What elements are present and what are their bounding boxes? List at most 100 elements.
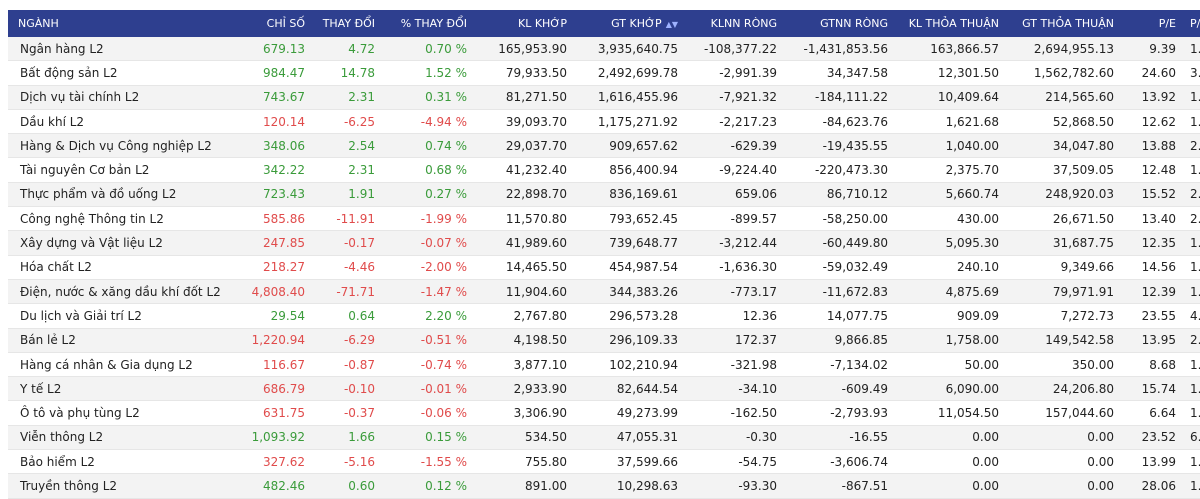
sector-name[interactable]: Hàng cá nhân & Gia dụng L2	[8, 352, 234, 378]
header-klnn-rong[interactable]: KLNN RÒNG	[685, 10, 784, 37]
pb-cell: 2.99	[1183, 328, 1200, 353]
header-pb[interactable]: P/B	[1183, 10, 1200, 37]
gt-thoa-thuan-cell: 52,868.50	[1006, 109, 1121, 135]
gtnn-rong-cell: -184,111.22	[784, 85, 895, 110]
chi-so-cell: 327.62	[234, 449, 312, 475]
table-row[interactable]: Du lịch và Giải trí L2 29.54 0.64 2.20 % 2,7…	[8, 303, 1200, 329]
table-row[interactable]: Bán lẻ L2 1,220.94 -6.29 -0.51 % 4,198.50 296…	[8, 328, 1200, 353]
pb-cell: 2.64	[1183, 206, 1200, 232]
sort-icon[interactable]: ▲▼	[665, 20, 678, 29]
table-row[interactable]: Truyền thông L2 482.46 0.60 0.12 % 891.00 10,…	[8, 473, 1200, 499]
sector-name[interactable]: Bất động sản L2	[8, 60, 234, 86]
kl-khop-cell: 29,037.70	[474, 133, 574, 159]
header-kl-khop[interactable]: KL KHỚP	[474, 10, 574, 37]
sector-name[interactable]: Ô tô và phụ tùng L2	[8, 400, 234, 426]
sector-name[interactable]: Dầu khí L2	[8, 109, 234, 135]
thay-doi-cell: -6.25	[312, 109, 382, 135]
kl-thoa-thuan-cell: 0.00	[895, 473, 1006, 499]
table-row[interactable]: Hàng & Dịch vụ Công nghiệp L2 348.06 2.54 0…	[8, 133, 1200, 159]
sector-name[interactable]: Công nghệ Thông tin L2	[8, 206, 234, 232]
table-row[interactable]: Viễn thông L2 1,093.92 1.66 0.15 % 534.50 47,…	[8, 425, 1200, 451]
sector-name[interactable]: Y tế L2	[8, 376, 234, 402]
gt-thoa-thuan-cell: 350.00	[1006, 352, 1121, 378]
gtnn-rong-cell: -2,793.93	[784, 400, 895, 426]
header-gt-thoa-thuan[interactable]: GT THỎA THUẬN	[1006, 10, 1121, 37]
sector-name[interactable]: Dịch vụ tài chính L2	[8, 85, 234, 110]
kl-khop-cell: 165,953.90	[474, 37, 574, 62]
pb-cell: 1.20	[1183, 400, 1200, 426]
header-pct-thay-doi[interactable]: % THAY ĐỔI	[382, 10, 474, 37]
table-row[interactable]: Dịch vụ tài chính L2 743.67 2.31 0.31 % 81,2…	[8, 85, 1200, 110]
header-gtnn-rong[interactable]: GTNN RÒNG	[784, 10, 895, 37]
gt-thoa-thuan-cell: 9,349.66	[1006, 255, 1121, 280]
pe-cell: 23.55	[1121, 303, 1183, 329]
pb-cell: 1.73	[1183, 255, 1200, 280]
kl-thoa-thuan-cell: 0.00	[895, 425, 1006, 451]
gt-thoa-thuan-cell: 0.00	[1006, 473, 1121, 499]
sector-name[interactable]: Viễn thông L2	[8, 425, 234, 451]
thay-doi-cell: -0.17	[312, 230, 382, 256]
pct-thay-doi-cell: 0.31 %	[382, 85, 474, 110]
klnn-rong-cell: -162.50	[685, 400, 784, 426]
table-row[interactable]: Y tế L2 686.79 -0.10 -0.01 % 2,933.90 82,644.…	[8, 376, 1200, 402]
gtnn-rong-cell: 9,866.85	[784, 328, 895, 353]
table-row[interactable]: Ô tô và phụ tùng L2 631.75 -0.37 -0.06 % 3,3…	[8, 400, 1200, 426]
chi-so-cell: 116.67	[234, 352, 312, 378]
gt-thoa-thuan-cell: 26,671.50	[1006, 206, 1121, 232]
klnn-rong-cell: 172.37	[685, 328, 784, 353]
sector-name[interactable]: Xây dựng và Vật liệu L2	[8, 230, 234, 256]
chi-so-cell: 342.22	[234, 157, 312, 183]
gtnn-rong-cell: -19,435.55	[784, 133, 895, 159]
table-row[interactable]: Ngân hàng L2 679.13 4.72 0.70 % 165,953.90 3,…	[8, 37, 1200, 62]
pct-thay-doi-cell: -0.01 %	[382, 376, 474, 402]
pct-thay-doi-cell: -4.94 %	[382, 109, 474, 135]
sector-name[interactable]: Du lịch và Giải trí L2	[8, 303, 234, 329]
sector-name[interactable]: Bán lẻ L2	[8, 328, 234, 353]
kl-khop-cell: 4,198.50	[474, 328, 574, 353]
kl-khop-cell: 3,306.90	[474, 400, 574, 426]
pe-cell: 6.64	[1121, 400, 1183, 426]
sector-name[interactable]: Điện, nước & xăng dầu khí đốt L2	[8, 279, 234, 305]
table-row[interactable]: Công nghệ Thông tin L2 585.86 -11.91 -1.99 …	[8, 206, 1200, 232]
pe-cell: 23.52	[1121, 425, 1183, 451]
table-row[interactable]: Hàng cá nhân & Gia dụng L2 116.67 -0.87 -0.…	[8, 352, 1200, 378]
klnn-rong-cell: -54.75	[685, 449, 784, 475]
pe-cell: 13.99	[1121, 449, 1183, 475]
pe-cell: 9.39	[1121, 37, 1183, 62]
klnn-rong-cell: -93.30	[685, 473, 784, 499]
table-row[interactable]: Tài nguyên Cơ bản L2 342.22 2.31 0.68 % 41,2…	[8, 157, 1200, 183]
header-kl-thoa-thuan[interactable]: KL THỎA THUẬN	[895, 10, 1006, 37]
table-row[interactable]: Xây dựng và Vật liệu L2 247.85 -0.17 -0.07 …	[8, 230, 1200, 256]
sector-name[interactable]: Truyền thông L2	[8, 473, 234, 499]
table-row[interactable]: Bảo hiểm L2 327.62 -5.16 -1.55 % 755.80 37,59…	[8, 449, 1200, 475]
table-row[interactable]: Điện, nước & xăng dầu khí đốt L2 4,808.40…	[8, 279, 1200, 305]
header-thay-doi[interactable]: THAY ĐỔI	[312, 10, 382, 37]
sector-name[interactable]: Thực phẩm và đồ uống L2	[8, 182, 234, 208]
klnn-rong-cell: -34.10	[685, 376, 784, 402]
sector-name[interactable]: Ngân hàng L2	[8, 37, 234, 62]
chi-so-cell: 743.67	[234, 85, 312, 110]
kl-thoa-thuan-cell: 430.00	[895, 206, 1006, 232]
pct-thay-doi-cell: -0.74 %	[382, 352, 474, 378]
klnn-rong-cell: -899.57	[685, 206, 784, 232]
sector-name[interactable]: Hóa chất L2	[8, 255, 234, 280]
table-row[interactable]: Thực phẩm và đồ uống L2 723.43 1.91 0.27 % 2…	[8, 182, 1200, 208]
table-row[interactable]: Dầu khí L2 120.14 -6.25 -4.94 % 39,093.70 1,1…	[8, 109, 1200, 135]
header-pe[interactable]: P/E	[1121, 10, 1183, 37]
chi-so-cell: 348.06	[234, 133, 312, 159]
sector-name[interactable]: Bảo hiểm L2	[8, 449, 234, 475]
klnn-rong-cell: -321.98	[685, 352, 784, 378]
header-chi-so[interactable]: CHỈ SỐ	[234, 10, 312, 37]
pe-cell: 8.68	[1121, 352, 1183, 378]
sector-name[interactable]: Hàng & Dịch vụ Công nghiệp L2	[8, 133, 234, 159]
table-row[interactable]: Bất động sản L2 984.47 14.78 1.52 % 79,933.5…	[8, 60, 1200, 86]
klnn-rong-cell: -2,991.39	[685, 60, 784, 86]
header-gt-khop[interactable]: GT KHỚP ▲▼	[574, 10, 685, 37]
gtnn-rong-cell: -867.51	[784, 473, 895, 499]
thay-doi-cell: -11.91	[312, 206, 382, 232]
header-nganh[interactable]: NGÀNH	[8, 10, 234, 37]
gt-khop-cell: 739,648.77	[574, 230, 685, 256]
table-row[interactable]: Hóa chất L2 218.27 -4.46 -2.00 % 14,465.50 45…	[8, 255, 1200, 280]
sector-name[interactable]: Tài nguyên Cơ bản L2	[8, 157, 234, 183]
gtnn-rong-cell: -16.55	[784, 425, 895, 451]
